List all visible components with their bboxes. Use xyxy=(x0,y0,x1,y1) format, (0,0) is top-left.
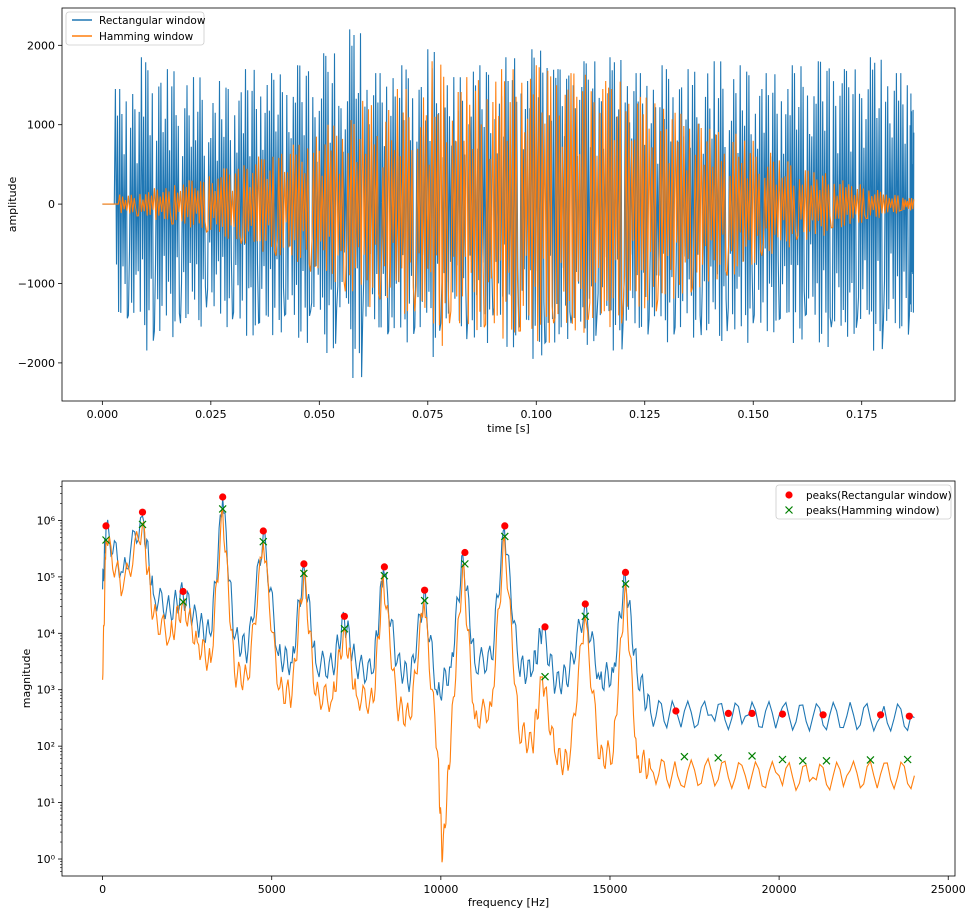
x-tick-label: 0.125 xyxy=(629,408,661,421)
peak-marker-rectangular xyxy=(139,509,146,516)
peak-marker-rectangular xyxy=(180,588,187,595)
y-tick-label: 10² xyxy=(37,740,55,753)
peak-marker-rectangular xyxy=(219,493,226,500)
x-tick-label: 0.025 xyxy=(195,408,227,421)
y-tick-label: 1000 xyxy=(27,119,55,132)
legend-peaks-hamming-label: peaks(Hamming window) xyxy=(806,505,940,517)
peak-marker-rectangular xyxy=(672,707,679,714)
x-tick-label: 0.050 xyxy=(304,408,336,421)
y-tick-label: 0 xyxy=(48,198,55,211)
peak-marker-rectangular xyxy=(877,711,884,718)
peak-marker-rectangular xyxy=(541,623,548,630)
legend-peaks-rect-label: peaks(Rectangular window) xyxy=(806,490,952,502)
x-tick-label: 15000 xyxy=(592,883,627,896)
peak-marker-rectangular xyxy=(906,713,913,720)
spectrum-plot-ylabel: magnitude xyxy=(20,649,33,709)
x-tick-label: 0.150 xyxy=(737,408,769,421)
x-tick-label: 5000 xyxy=(258,883,286,896)
legend-peaks-rect-marker xyxy=(785,491,792,498)
y-tick-label: 2000 xyxy=(27,39,55,52)
x-tick-label: 25000 xyxy=(931,883,966,896)
peak-marker-rectangular xyxy=(725,710,732,717)
peak-marker-rectangular xyxy=(421,587,428,594)
peak-marker-rectangular xyxy=(102,522,109,529)
peak-marker-rectangular xyxy=(748,710,755,717)
y-tick-label: 10¹ xyxy=(37,797,55,810)
y-tick-label: 10⁶ xyxy=(37,514,56,527)
spectrum-plot-xlabel: frequency [Hz] xyxy=(468,896,549,909)
x-tick-label: 0 xyxy=(99,883,106,896)
x-tick-label: 10000 xyxy=(423,883,458,896)
y-tick-label: 10⁵ xyxy=(37,571,55,584)
peak-marker-rectangular xyxy=(461,549,468,556)
y-tick-label: −2000 xyxy=(18,357,55,370)
legend-hamming-label: Hamming window xyxy=(99,31,194,43)
x-tick-label: 0.075 xyxy=(412,408,444,421)
x-tick-label: 0.000 xyxy=(87,408,119,421)
spectrum-plot-legend: peaks(Rectangular window) peaks(Hamming … xyxy=(776,485,952,519)
x-tick-label: 0.175 xyxy=(846,408,878,421)
peak-marker-rectangular xyxy=(300,560,307,567)
peak-marker-rectangular xyxy=(501,522,508,529)
time-plot-ylabel: amplitude xyxy=(6,176,19,232)
peak-marker-rectangular xyxy=(622,569,629,576)
peak-marker-rectangular xyxy=(820,711,827,718)
time-plot-xlabel: time [s] xyxy=(487,422,530,435)
peak-marker-rectangular xyxy=(260,527,267,534)
peak-marker-rectangular xyxy=(381,563,388,570)
x-tick-label: 20000 xyxy=(762,883,797,896)
y-tick-label: 10⁴ xyxy=(37,627,56,640)
y-tick-label: 10³ xyxy=(37,684,55,697)
x-tick-label: 0.100 xyxy=(521,408,553,421)
peak-marker-rectangular xyxy=(582,600,589,607)
legend-rect-label: Rectangular window xyxy=(99,15,206,27)
peak-marker-rectangular xyxy=(341,613,348,620)
y-tick-label: 10⁰ xyxy=(37,853,56,866)
time-plot-legend: Rectangular window Hamming window xyxy=(66,12,206,45)
y-tick-label: −1000 xyxy=(18,277,55,290)
peak-marker-rectangular xyxy=(779,711,786,718)
